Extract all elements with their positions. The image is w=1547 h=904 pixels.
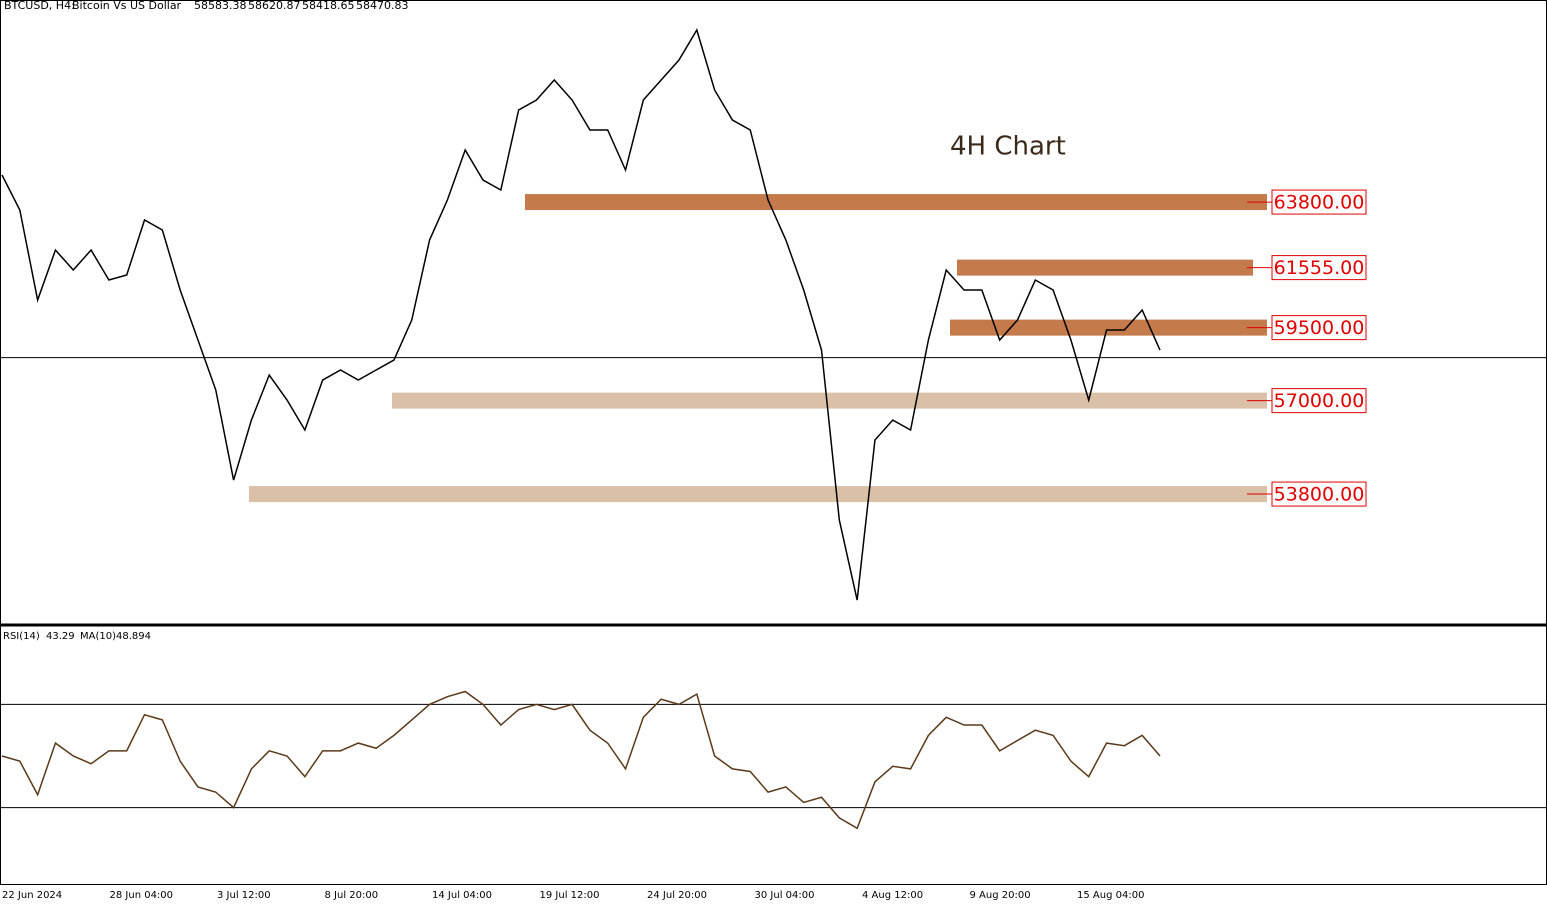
x-tick-label: 3 Jul 12:00 — [217, 890, 271, 901]
level-label: 53800.00 — [1274, 484, 1365, 506]
x-tick-label: 15 Aug 04:00 — [1077, 890, 1144, 901]
x-tick-label: 22 Jun 2024 — [2, 890, 62, 901]
ohlc-value: 58470.83 — [356, 0, 409, 12]
instrument-name: Bitcoin Vs US Dollar — [72, 0, 182, 12]
price-line — [1, 28, 1161, 601]
annotation: 4H Chart — [950, 132, 1066, 162]
ohlc-value: 58418.65 — [302, 0, 355, 12]
level-label-box — [1271, 255, 1367, 281]
level-label: 61555.00 — [1274, 257, 1365, 279]
level-band — [950, 319, 1267, 336]
level-label-box — [1271, 481, 1367, 507]
frame — [0, 0, 1547, 885]
level-band — [525, 194, 1267, 211]
rsi-value: 43.29 — [46, 631, 75, 642]
level-band — [957, 259, 1253, 276]
x-tick-label: 19 Jul 12:00 — [540, 890, 600, 901]
level-band — [249, 486, 1267, 503]
level-label: 63800.00 — [1274, 192, 1365, 214]
symbol: BTCUSD, H4: — [4, 0, 75, 12]
x-tick-label: 9 Aug 20:00 — [970, 890, 1031, 901]
x-tick-label: 28 Jun 04:00 — [110, 890, 174, 901]
level-label-box — [1271, 315, 1367, 341]
ohlc-value: 58583.38 — [194, 0, 247, 12]
x-tick-label: 30 Jul 04:00 — [755, 890, 815, 901]
x-tick-label: 4 Aug 12:00 — [862, 890, 923, 901]
rsi-ma-label: MA(10) — [80, 631, 116, 642]
level-label-box — [1271, 388, 1367, 414]
ohlc-value: 58620.87 — [248, 0, 301, 12]
level-band — [392, 392, 1267, 409]
rsi-line — [1, 690, 1161, 830]
level-label-box — [1271, 189, 1367, 215]
x-tick-label: 24 Jul 20:00 — [647, 890, 707, 901]
rsi-label: RSI(14) — [3, 631, 40, 642]
x-tick-label: 14 Jul 04:00 — [432, 890, 492, 901]
x-tick-label: 8 Jul 20:00 — [325, 890, 379, 901]
level-label: 57000.00 — [1274, 390, 1365, 412]
rsi-ma-value: 48.894 — [116, 631, 151, 642]
level-label: 59500.00 — [1274, 317, 1365, 339]
